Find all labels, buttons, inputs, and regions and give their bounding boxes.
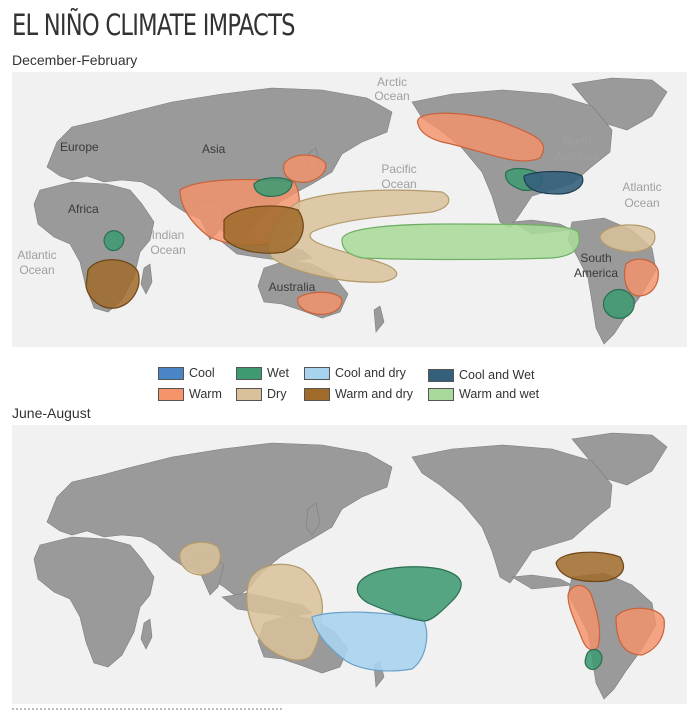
area-dry-western-pacific bbox=[267, 189, 450, 283]
land-central-america bbox=[511, 574, 574, 590]
label-africa: Africa bbox=[68, 202, 99, 216]
area-dry-northeast-brazil bbox=[599, 224, 656, 253]
legend-label-warm: Warm bbox=[189, 387, 222, 401]
label-south-america-2: America bbox=[574, 266, 618, 280]
area-wet-southern-south-america bbox=[584, 648, 603, 671]
area-wet-east-africa bbox=[103, 230, 125, 252]
area-wet-east-asia bbox=[253, 177, 293, 197]
area-warm-dry-southern-africa bbox=[85, 259, 140, 309]
label-pacific-ocean-1: Pacific bbox=[381, 162, 416, 176]
land-madagascar bbox=[140, 618, 153, 650]
area-dry-indonesia-australia bbox=[246, 563, 323, 661]
footer-source-divider bbox=[12, 708, 282, 713]
legend-swatch-cool bbox=[158, 366, 184, 380]
legend-item-warm: Warm bbox=[158, 387, 222, 401]
label-indian-ocean-2: Ocean bbox=[150, 243, 185, 257]
legend: Cool Wet Cool and dry Cool and Wet Warm … bbox=[158, 366, 578, 406]
legend-label-cool-and-dry: Cool and dry bbox=[335, 366, 406, 380]
label-atlantic-ocean-west-1: Atlantic bbox=[17, 248, 56, 262]
area-warm-southeast-brazil bbox=[623, 258, 659, 297]
area-warm-australia bbox=[297, 291, 343, 315]
area-cool-dry-southern-pacific bbox=[311, 611, 428, 672]
label-indian-ocean-1: Indian bbox=[152, 228, 185, 242]
legend-swatch-warm-and-dry bbox=[304, 387, 330, 401]
legend-swatch-warm bbox=[158, 387, 184, 401]
land-north-america bbox=[411, 444, 613, 584]
label-arctic-ocean-1: Arctic bbox=[377, 75, 407, 89]
label-north-america-2: America bbox=[555, 149, 599, 163]
page-title: EL NIÑO CLIMATE IMPACTS bbox=[12, 8, 295, 42]
label-asia: Asia bbox=[202, 142, 226, 156]
legend-item-wet: Wet bbox=[236, 366, 289, 380]
legend-label-dry: Dry bbox=[267, 387, 287, 401]
land-eurasia bbox=[46, 442, 393, 598]
area-warm-wet-central-pacific bbox=[341, 223, 580, 261]
label-atlantic-ocean-east-1: Atlantic bbox=[622, 180, 661, 194]
label-australia: Australia bbox=[269, 280, 316, 294]
land-madagascar bbox=[140, 263, 153, 295]
legend-label-wet: Wet bbox=[267, 366, 289, 380]
area-wet-central-pacific bbox=[356, 566, 462, 622]
area-cool-wet-southeast-us bbox=[523, 170, 584, 195]
area-warm-north-america bbox=[417, 112, 545, 162]
label-north-america-1: North bbox=[562, 134, 591, 148]
label-atlantic-ocean-west-2: Ocean bbox=[19, 263, 54, 277]
legend-item-dry: Dry bbox=[236, 387, 286, 401]
label-atlantic-ocean-east-2: Ocean bbox=[624, 196, 659, 210]
legend-item-cool-and-dry: Cool and dry bbox=[304, 366, 406, 380]
area-warm-west-south-america bbox=[567, 584, 601, 651]
area-warm-east-south-america bbox=[615, 607, 665, 656]
label-pacific-ocean-2: Ocean bbox=[381, 177, 416, 191]
map-jun-aug bbox=[12, 425, 687, 704]
legend-swatch-dry bbox=[236, 387, 262, 401]
area-warm-east-asia bbox=[282, 154, 327, 183]
legend-item-warm-and-dry: Warm and dry bbox=[304, 387, 413, 401]
legend-label-cool-and-wet: Cool and Wet bbox=[459, 368, 535, 382]
legend-swatch-cool-and-dry bbox=[304, 366, 330, 380]
legend-label-cool: Cool bbox=[189, 366, 215, 380]
legend-label-warm-and-wet: Warm and wet bbox=[459, 387, 540, 401]
area-warm-dry-northern-south-america bbox=[555, 551, 625, 583]
legend-item-warm-and-wet: Warm and wet bbox=[428, 387, 539, 401]
map-dec-feb: Arctic Ocean Europe Asia Africa Pacific … bbox=[12, 72, 687, 347]
season-label-jun-aug: June-August bbox=[12, 405, 91, 421]
land-new-zealand bbox=[373, 305, 385, 333]
area-dry-india bbox=[179, 541, 221, 576]
land-africa bbox=[33, 536, 155, 668]
legend-swatch-warm-and-wet bbox=[428, 387, 454, 401]
label-europe: Europe bbox=[60, 140, 99, 154]
legend-item-cool-and-wet: Cool and Wet bbox=[428, 368, 535, 382]
legend-swatch-wet bbox=[236, 366, 262, 380]
land-japan bbox=[305, 502, 321, 536]
legend-label-warm-and-dry: Warm and dry bbox=[335, 387, 414, 401]
legend-item-cool: Cool bbox=[158, 366, 215, 380]
area-wet-southern-south-america bbox=[602, 288, 635, 319]
label-arctic-ocean-2: Ocean bbox=[374, 89, 409, 103]
legend-swatch-cool-and-wet bbox=[428, 368, 454, 382]
label-south-america-1: South bbox=[580, 251, 611, 265]
season-label-dec-feb: December-February bbox=[12, 52, 138, 68]
area-warm-dry-indonesia bbox=[223, 205, 304, 254]
